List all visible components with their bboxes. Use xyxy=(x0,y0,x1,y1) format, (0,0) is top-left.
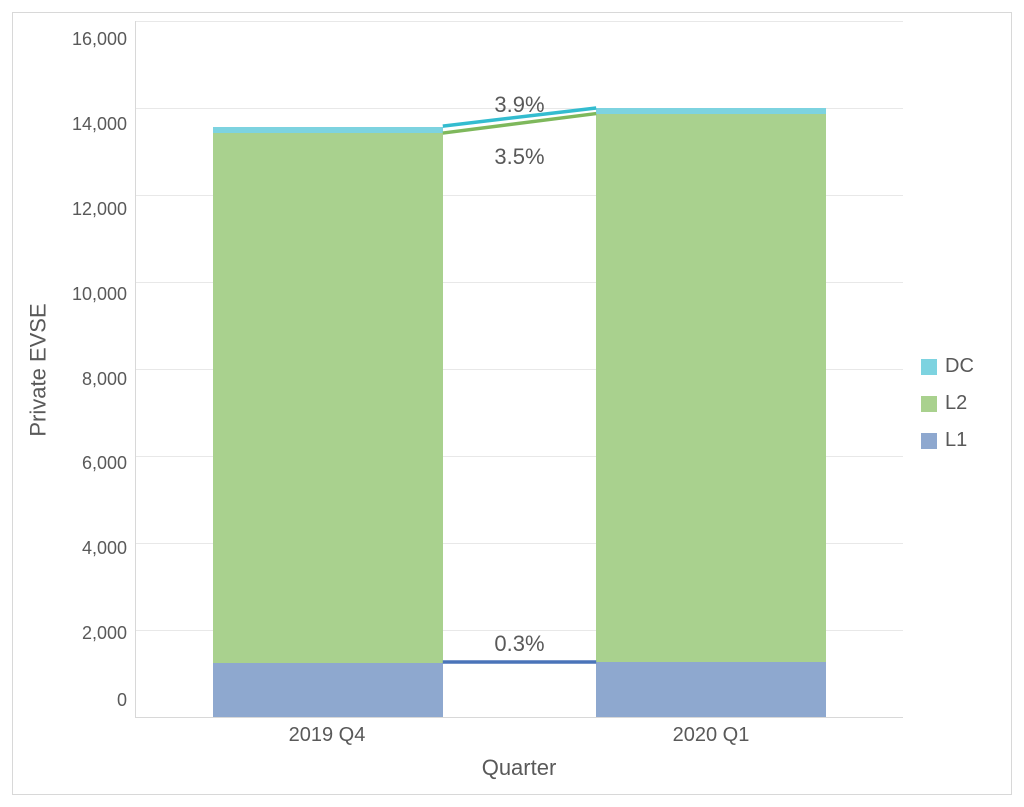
y-tick: 8,000 xyxy=(82,370,127,388)
y-tick: 0 xyxy=(117,691,127,709)
chart-frame: Private EVSE 16,000 14,000 12,000 10,000… xyxy=(12,12,1012,795)
plot-wrapper: Private EVSE 16,000 14,000 12,000 10,000… xyxy=(21,21,903,718)
y-axis-label-container: Private EVSE xyxy=(21,21,57,718)
y-tick: 12,000 xyxy=(72,200,127,218)
plot-area: 3.9% 3.5% 0.3% xyxy=(135,21,903,718)
y-tick: 6,000 xyxy=(82,454,127,472)
legend: DC L2 L1 xyxy=(903,21,1003,786)
chart-main: Private EVSE 16,000 14,000 12,000 10,000… xyxy=(21,21,903,786)
legend-item-DC: DC xyxy=(921,355,1003,378)
x-axis-label: Quarter xyxy=(482,755,557,781)
legend-label: L2 xyxy=(945,392,967,415)
x-axis-spacer xyxy=(21,718,135,750)
y-tick: 4,000 xyxy=(82,539,127,557)
x-tick: 2019 Q4 xyxy=(289,724,366,747)
y-axis-label: Private EVSE xyxy=(26,303,52,436)
x-tick: 2020 Q1 xyxy=(673,724,750,747)
y-tick: 10,000 xyxy=(72,285,127,303)
growth-label-DC-growth: 3.9% xyxy=(494,92,544,118)
y-tick: 2,000 xyxy=(82,624,127,642)
growth-label-L1-growth: 0.3% xyxy=(494,631,544,657)
x-axis-label-row: Quarter xyxy=(135,750,903,786)
legend-swatch-L1 xyxy=(921,433,937,449)
legend-swatch-DC xyxy=(921,359,937,375)
legend-label: DC xyxy=(945,355,974,378)
legend-label: L1 xyxy=(945,429,967,452)
y-tick: 16,000 xyxy=(72,30,127,48)
legend-swatch-L2 xyxy=(921,396,937,412)
legend-item-L2: L2 xyxy=(921,392,1003,415)
y-ticks: 16,000 14,000 12,000 10,000 8,000 6,000 … xyxy=(57,21,135,718)
x-ticks: 2019 Q4 2020 Q1 xyxy=(135,718,903,750)
x-axis-row: 2019 Q4 2020 Q1 xyxy=(21,718,903,750)
chart-inner: Private EVSE 16,000 14,000 12,000 10,000… xyxy=(21,21,1003,786)
growth-label-L2-growth: 3.5% xyxy=(494,144,544,170)
y-tick: 14,000 xyxy=(72,115,127,133)
label-layer: 3.9% 3.5% 0.3% xyxy=(136,21,903,717)
legend-item-L1: L1 xyxy=(921,429,1003,452)
